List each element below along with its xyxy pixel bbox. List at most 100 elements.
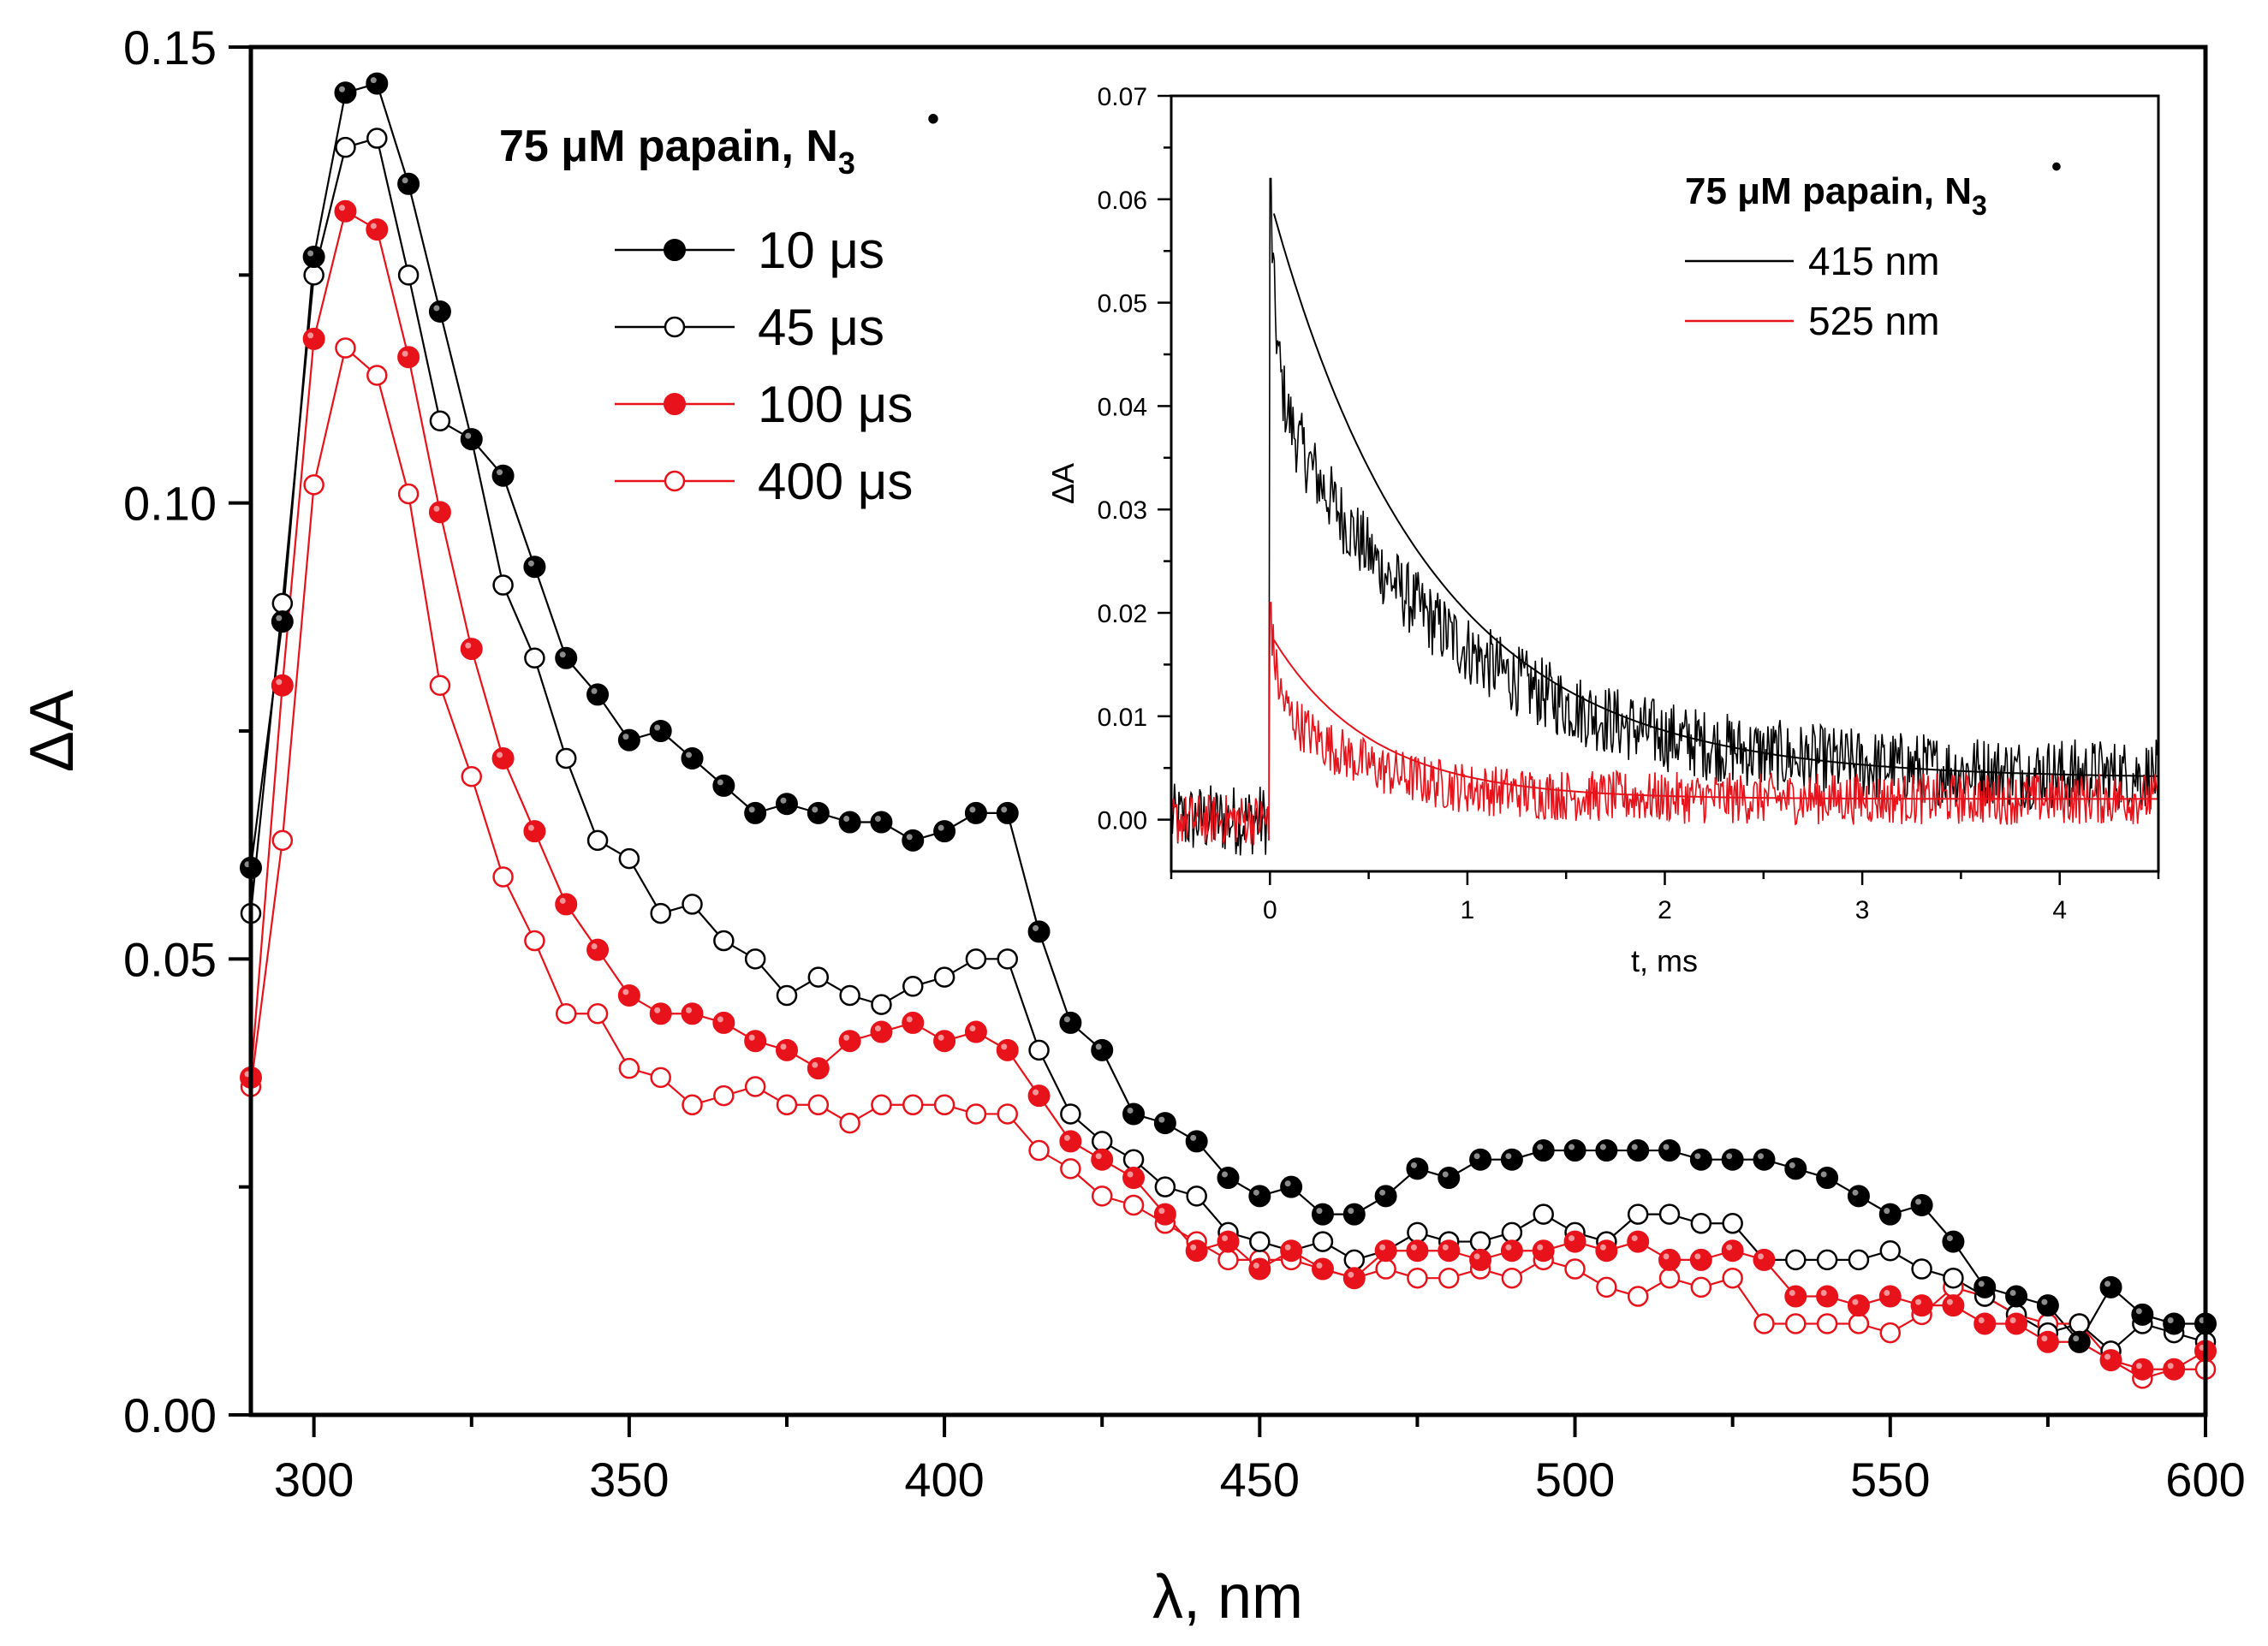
main-point-2: [712, 1011, 735, 1034]
main-point-0: [996, 801, 1019, 824]
inset-x-tick-label: 2: [1658, 896, 1672, 924]
main-point-0: [1217, 1167, 1240, 1190]
main-point-1: [1060, 1103, 1081, 1125]
main-point-1: [1658, 1203, 1681, 1225]
main-point-0: [334, 81, 357, 104]
main-point-0: [428, 300, 451, 323]
main-y-tick-label: 0.05: [123, 932, 217, 986]
main-point-2: [1469, 1248, 1492, 1271]
main-point-0: [2068, 1330, 2091, 1353]
inset-y-tick-label: 0.03: [1098, 496, 1147, 525]
main-point-0: [902, 829, 925, 852]
main-point-2: [1248, 1257, 1271, 1281]
main-point-2: [1091, 1148, 1114, 1171]
main-point-0: [1689, 1148, 1712, 1171]
main-point-2: [397, 346, 420, 369]
main-point-0: [555, 646, 578, 669]
main-point-0: [1153, 1112, 1176, 1135]
main-point-2: [1878, 1285, 1902, 1308]
main-point-1: [1911, 1258, 1932, 1280]
main-point-2: [586, 938, 610, 961]
main-point-2: [1847, 1294, 1870, 1317]
main-point-1: [997, 948, 1018, 970]
main-point-2: [1532, 1239, 1555, 1263]
main-point-2: [1721, 1239, 1744, 1263]
main-legend: 75 μM papain, N3 • 10 μs 45 μs 100 μs 400 μ…: [499, 100, 939, 510]
main-point-2: [2005, 1312, 2028, 1335]
main-point-0: [1563, 1139, 1586, 1162]
main-point-3: [1596, 1276, 1617, 1298]
main-legend-label-1: 45 μs: [758, 299, 884, 356]
main-point-1: [839, 984, 860, 1007]
main-point-0: [2131, 1303, 2154, 1326]
main-point-1: [965, 948, 987, 970]
main-point-2: [1910, 1294, 1933, 1317]
main-point-3: [397, 483, 420, 505]
main-point-3: [1091, 1185, 1113, 1207]
main-point-0: [1753, 1148, 1776, 1171]
main-point-3: [555, 1003, 577, 1025]
main-point-2: [523, 820, 546, 843]
main-point-1: [1469, 1231, 1491, 1252]
main-point-0: [1816, 1167, 1839, 1190]
main-point-1: [713, 930, 735, 952]
main-point-3: [1501, 1267, 1523, 1289]
main-point-1: [1943, 1267, 1964, 1289]
main-point-1: [1785, 1249, 1807, 1271]
main-point-0: [1532, 1139, 1555, 1162]
main-point-3: [1375, 1258, 1396, 1280]
main-point-2: [744, 1030, 767, 1053]
main-point-0: [1406, 1157, 1429, 1180]
main-point-0: [1627, 1139, 1650, 1162]
inset-trace-1: [1170, 602, 2159, 846]
main-point-2: [617, 983, 640, 1007]
main-point-2: [491, 746, 515, 770]
main-point-1: [1154, 1176, 1176, 1197]
main-point-3: [1658, 1267, 1681, 1289]
main-legend-label-2: 100 μs: [758, 376, 913, 433]
main-point-2: [775, 1038, 798, 1061]
main-point-0: [1595, 1139, 1618, 1162]
main-point-2: [649, 1002, 672, 1025]
main-point-3: [1753, 1313, 1775, 1334]
main-point-1: [1879, 1239, 1902, 1262]
main-point-0: [838, 811, 861, 834]
main-point-2: [1059, 1130, 1082, 1153]
main-point-2: [2099, 1349, 2122, 1372]
main-point-3: [997, 1103, 1018, 1125]
main-point-2: [870, 1020, 893, 1043]
main-legend-marker-1: [664, 316, 686, 338]
main-point-3: [713, 1084, 735, 1107]
main-legend-marker-0: [664, 239, 686, 261]
main-x-axis-title: λ, nm: [1152, 1563, 1303, 1631]
main-point-1: [933, 966, 955, 988]
main-point-0: [1973, 1275, 1997, 1298]
inset-legend: 75 μM papain, N3 • 415 nm 525 nm: [1685, 151, 2062, 343]
main-point-3: [1690, 1276, 1712, 1298]
main-point-2: [1942, 1294, 1965, 1317]
main-point-1: [1091, 1131, 1113, 1152]
main-point-0: [1910, 1193, 1933, 1216]
inset-y-axis-title: ΔA: [1045, 463, 1080, 504]
main-point-0: [1280, 1175, 1303, 1198]
main-point-0: [649, 720, 672, 742]
main-point-0: [617, 728, 640, 752]
main-point-3: [303, 474, 324, 496]
inset-y-tick-label: 0.01: [1098, 704, 1147, 732]
main-point-0: [586, 683, 610, 706]
main-point-1: [1249, 1231, 1271, 1252]
main-point-3: [1217, 1249, 1239, 1271]
main-point-0: [1374, 1185, 1397, 1208]
main-point-1: [1312, 1231, 1334, 1252]
inset-fit-1: [1273, 639, 2158, 800]
main-point-2: [996, 1038, 1019, 1061]
main-point-1: [1343, 1249, 1366, 1271]
main-point-3: [902, 1094, 924, 1116]
main-point-2: [1689, 1248, 1712, 1271]
main-point-1: [1722, 1213, 1743, 1234]
main-point-3: [682, 1094, 703, 1116]
main-point-3: [1848, 1313, 1870, 1334]
main-point-2: [1658, 1248, 1682, 1271]
main-point-3: [1816, 1313, 1838, 1334]
